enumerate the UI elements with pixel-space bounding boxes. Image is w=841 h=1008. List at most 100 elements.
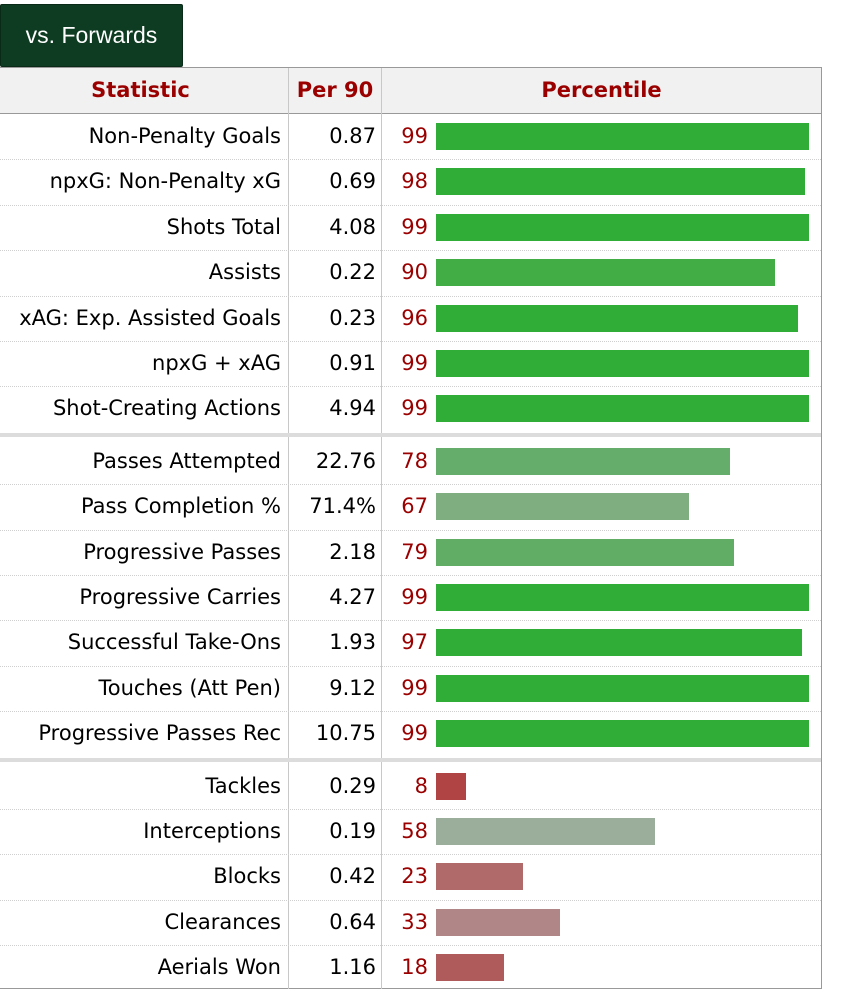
per90-value: 2.18 [329, 539, 376, 564]
row-divider [0, 666, 821, 667]
percentile-bar [436, 720, 809, 748]
per90-value: 4.08 [329, 214, 376, 239]
percentile-value: 99 [401, 721, 428, 746]
row-divider [0, 575, 821, 576]
percentile-bar [436, 772, 466, 800]
percentile-bar [436, 674, 809, 702]
scouting-report-table: Statistic Per 90 Percentile Non-Penalty … [0, 67, 822, 989]
percentile-bar [436, 584, 809, 611]
statistic-name[interactable]: xAG: Exp. Assisted Goals [19, 305, 281, 330]
table-row: Tackles 0.29 8 [0, 764, 821, 809]
statistic-name[interactable]: Touches (Att Pen) [98, 675, 281, 700]
column-divider [381, 68, 382, 989]
per90-value: 22.76 [315, 448, 376, 473]
table-row: Progressive Passes Rec 10.75 99 [0, 711, 821, 756]
table-row: Non-Penalty Goals 0.87 99 [0, 114, 821, 159]
row-divider [0, 159, 821, 160]
row-divider [0, 205, 821, 206]
percentile-bar [436, 954, 504, 982]
per90-value: 0.64 [329, 909, 376, 934]
statistic-name[interactable]: Pass Completion % [80, 494, 281, 519]
percentile-bar [436, 350, 809, 377]
per90-value: 71.4% [309, 494, 376, 519]
statistic-name[interactable]: Progressive Passes [83, 539, 281, 564]
row-divider [0, 296, 821, 297]
statistic-name[interactable]: Aerials Won [157, 955, 281, 980]
percentile-value: 99 [401, 214, 428, 239]
statistic-name[interactable]: npxG + xAG [152, 351, 281, 375]
table-row: Touches (Att Pen) 9.12 99 [0, 666, 821, 711]
header-statistic[interactable]: Statistic [91, 78, 190, 102]
statistic-name[interactable]: Successful Take-Ons [67, 630, 281, 655]
statistic-name[interactable]: npxG: Non-Penalty xG [49, 169, 281, 194]
per90-value: 1.93 [329, 630, 376, 655]
per90-value: 0.23 [329, 305, 376, 330]
percentile-value: 96 [401, 305, 428, 330]
per90-value: 0.87 [329, 124, 376, 148]
table-row: Blocks 0.42 23 [0, 854, 821, 899]
percentile-value: 98 [401, 169, 428, 194]
per90-value: 4.94 [329, 396, 376, 421]
table-row: Pass Completion % 71.4% 67 [0, 484, 821, 529]
statistic-name[interactable]: Progressive Passes Rec [38, 721, 281, 746]
table-row: Interceptions 0.19 58 [0, 809, 821, 854]
table-row: npxG: Non-Penalty xG 0.69 98 [0, 159, 821, 204]
percentile-bar [436, 493, 689, 521]
percentile-value: 58 [401, 819, 428, 843]
percentile-bar [436, 818, 655, 845]
per90-value: 4.27 [329, 585, 376, 609]
percentile-value: 99 [401, 675, 428, 700]
percentile-bar [436, 908, 560, 936]
table-row: Clearances 0.64 33 [0, 900, 821, 945]
percentile-value: 33 [401, 909, 428, 934]
per90-value: 10.75 [315, 721, 376, 746]
percentile-value: 97 [401, 630, 428, 655]
statistic-name[interactable]: Shot-Creating Actions [52, 396, 281, 421]
statistic-name[interactable]: Clearances [164, 909, 281, 934]
statistic-name[interactable]: Blocks [213, 864, 281, 889]
percentile-bar [436, 168, 805, 196]
per90-value: 0.42 [329, 864, 376, 889]
table-row: Shots Total 4.08 99 [0, 205, 821, 250]
header-percentile[interactable]: Percentile [541, 78, 662, 102]
percentile-bar [436, 395, 809, 423]
row-divider [0, 530, 821, 531]
table-row: Shot-Creating Actions 4.94 99 [0, 386, 821, 431]
percentile-value: 99 [401, 351, 428, 375]
statistic-name[interactable]: Progressive Carries [79, 585, 281, 609]
tab-vs-forwards[interactable]: vs. Forwards [0, 4, 183, 67]
percentile-value: 78 [401, 448, 428, 473]
statistic-name[interactable]: Non-Penalty Goals [88, 124, 281, 148]
row-divider [0, 900, 821, 901]
column-divider [288, 68, 289, 989]
percentile-bar [436, 213, 809, 241]
row-divider [0, 386, 821, 387]
percentile-bar [436, 304, 798, 332]
percentile-value: 99 [401, 396, 428, 421]
row-divider [0, 945, 821, 946]
percentile-bar [436, 863, 523, 891]
statistic-name[interactable]: Assists [208, 260, 281, 285]
percentile-bar [436, 447, 730, 475]
percentile-value: 99 [401, 124, 428, 148]
table-row: Successful Take-Ons 1.93 97 [0, 620, 821, 665]
percentile-value: 8 [414, 773, 428, 798]
table-row: npxG + xAG 0.91 99 [0, 341, 821, 386]
statistic-name[interactable]: Tackles [205, 773, 281, 798]
row-divider [0, 854, 821, 855]
per90-value: 0.29 [329, 773, 376, 798]
header-per90[interactable]: Per 90 [296, 78, 374, 102]
percentile-value: 23 [401, 864, 428, 889]
table-row: Passes Attempted 22.76 78 [0, 439, 821, 484]
group-separator [0, 432, 821, 437]
per90-value: 0.69 [329, 169, 376, 194]
percentile-value: 90 [401, 260, 428, 285]
table-row: Assists 0.22 90 [0, 250, 821, 295]
row-divider [0, 250, 821, 251]
statistic-name[interactable]: Shots Total [166, 214, 281, 239]
statistic-name[interactable]: Interceptions [143, 819, 281, 843]
row-divider [0, 341, 821, 342]
statistic-name[interactable]: Passes Attempted [92, 448, 281, 473]
percentile-value: 99 [401, 585, 428, 609]
percentile-value: 79 [401, 539, 428, 564]
